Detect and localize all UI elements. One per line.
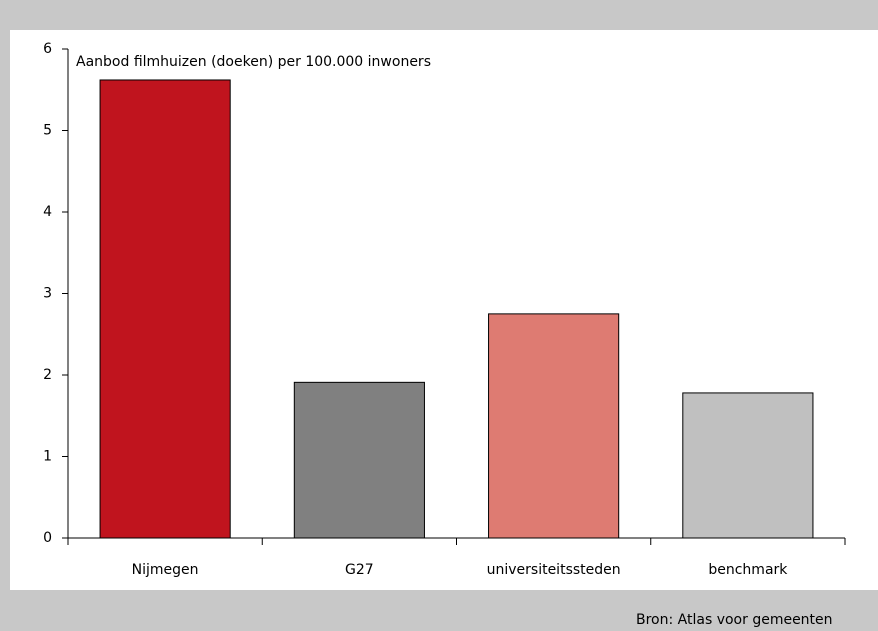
x-tick-label: universiteitssteden bbox=[487, 562, 621, 578]
y-tick-label: 5 bbox=[43, 123, 52, 139]
bar bbox=[293, 381, 425, 539]
x-tick-label: benchmark bbox=[708, 562, 788, 578]
y-tick-label: 3 bbox=[43, 286, 52, 302]
bar bbox=[488, 313, 620, 539]
y-tick-label: 1 bbox=[43, 449, 52, 465]
bar bbox=[99, 79, 231, 539]
bar bbox=[682, 392, 814, 539]
x-tick-label: Nijmegen bbox=[132, 562, 199, 578]
source: Bron: Atlas voor gemeenten bbox=[636, 612, 833, 628]
y-tick-label: 0 bbox=[43, 530, 52, 546]
x-tick-label: G27 bbox=[345, 562, 374, 578]
y-tick-label: 6 bbox=[43, 41, 52, 57]
y-tick-label: 4 bbox=[43, 204, 52, 220]
chart-title: Aanbod filmhuizen (doeken) per 100.000 i… bbox=[76, 54, 431, 70]
y-tick-label: 2 bbox=[43, 367, 52, 383]
